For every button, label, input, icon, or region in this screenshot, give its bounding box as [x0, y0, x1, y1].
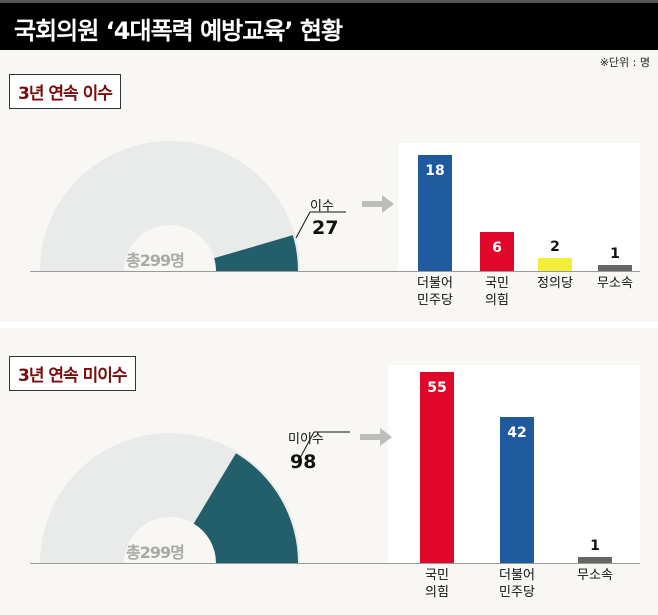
bar [420, 372, 454, 563]
highlight-label: 이수 [310, 199, 334, 214]
bar-value-label: 2 [550, 239, 560, 256]
donut-highlight-arc [193, 453, 298, 563]
bar [538, 258, 572, 271]
bar-value-label: 1 [590, 538, 600, 554]
leader-line [295, 211, 311, 239]
highlight-label: 미이수 [288, 432, 324, 447]
highlight-value: 27 [312, 217, 339, 239]
highlight-value: 98 [290, 451, 317, 473]
bar-category-label: 국민 의힘 [425, 568, 449, 600]
bar [500, 417, 534, 563]
bar [598, 264, 632, 271]
section-title-not-completed: 3년 연속 미이수 [9, 356, 136, 391]
bar [480, 232, 514, 271]
arrow-icon [360, 428, 392, 446]
bar-category-label: 무소속 [577, 568, 613, 583]
bar-category-label: 정의당 [537, 276, 573, 291]
bar-category-label: 더불어 민주당 [499, 568, 535, 600]
unit-note: ※단위 : 명 [599, 56, 650, 69]
header: 국회의원 ‘4대폭력 예방교육’ 현황 [0, 0, 658, 50]
bar [418, 154, 452, 271]
bar-value-label: 42 [507, 425, 527, 442]
donut-highlight-arc [214, 235, 298, 271]
bar-category-label: 국민 의힘 [485, 276, 509, 308]
page-title: 국회의원 ‘4대폭력 예방교육’ 현황 [14, 17, 343, 45]
bar-category-label: 더불어 민주당 [417, 276, 453, 308]
donut-total-arc [40, 141, 300, 271]
leader-line [299, 431, 315, 459]
arrow-icon [362, 195, 394, 213]
bar-value-label: 1 [610, 245, 620, 262]
bar-category-label: 무소속 [597, 276, 633, 291]
bar-value-label: 55 [427, 380, 447, 397]
section-title-completed: 3년 연속 이수 [9, 74, 121, 109]
bar-value-label: 6 [492, 240, 502, 257]
bar [578, 557, 612, 563]
donut-total-label: 총299명 [126, 251, 185, 270]
donut-total-label: 총299명 [126, 543, 185, 562]
bar-value-label: 18 [425, 162, 445, 179]
